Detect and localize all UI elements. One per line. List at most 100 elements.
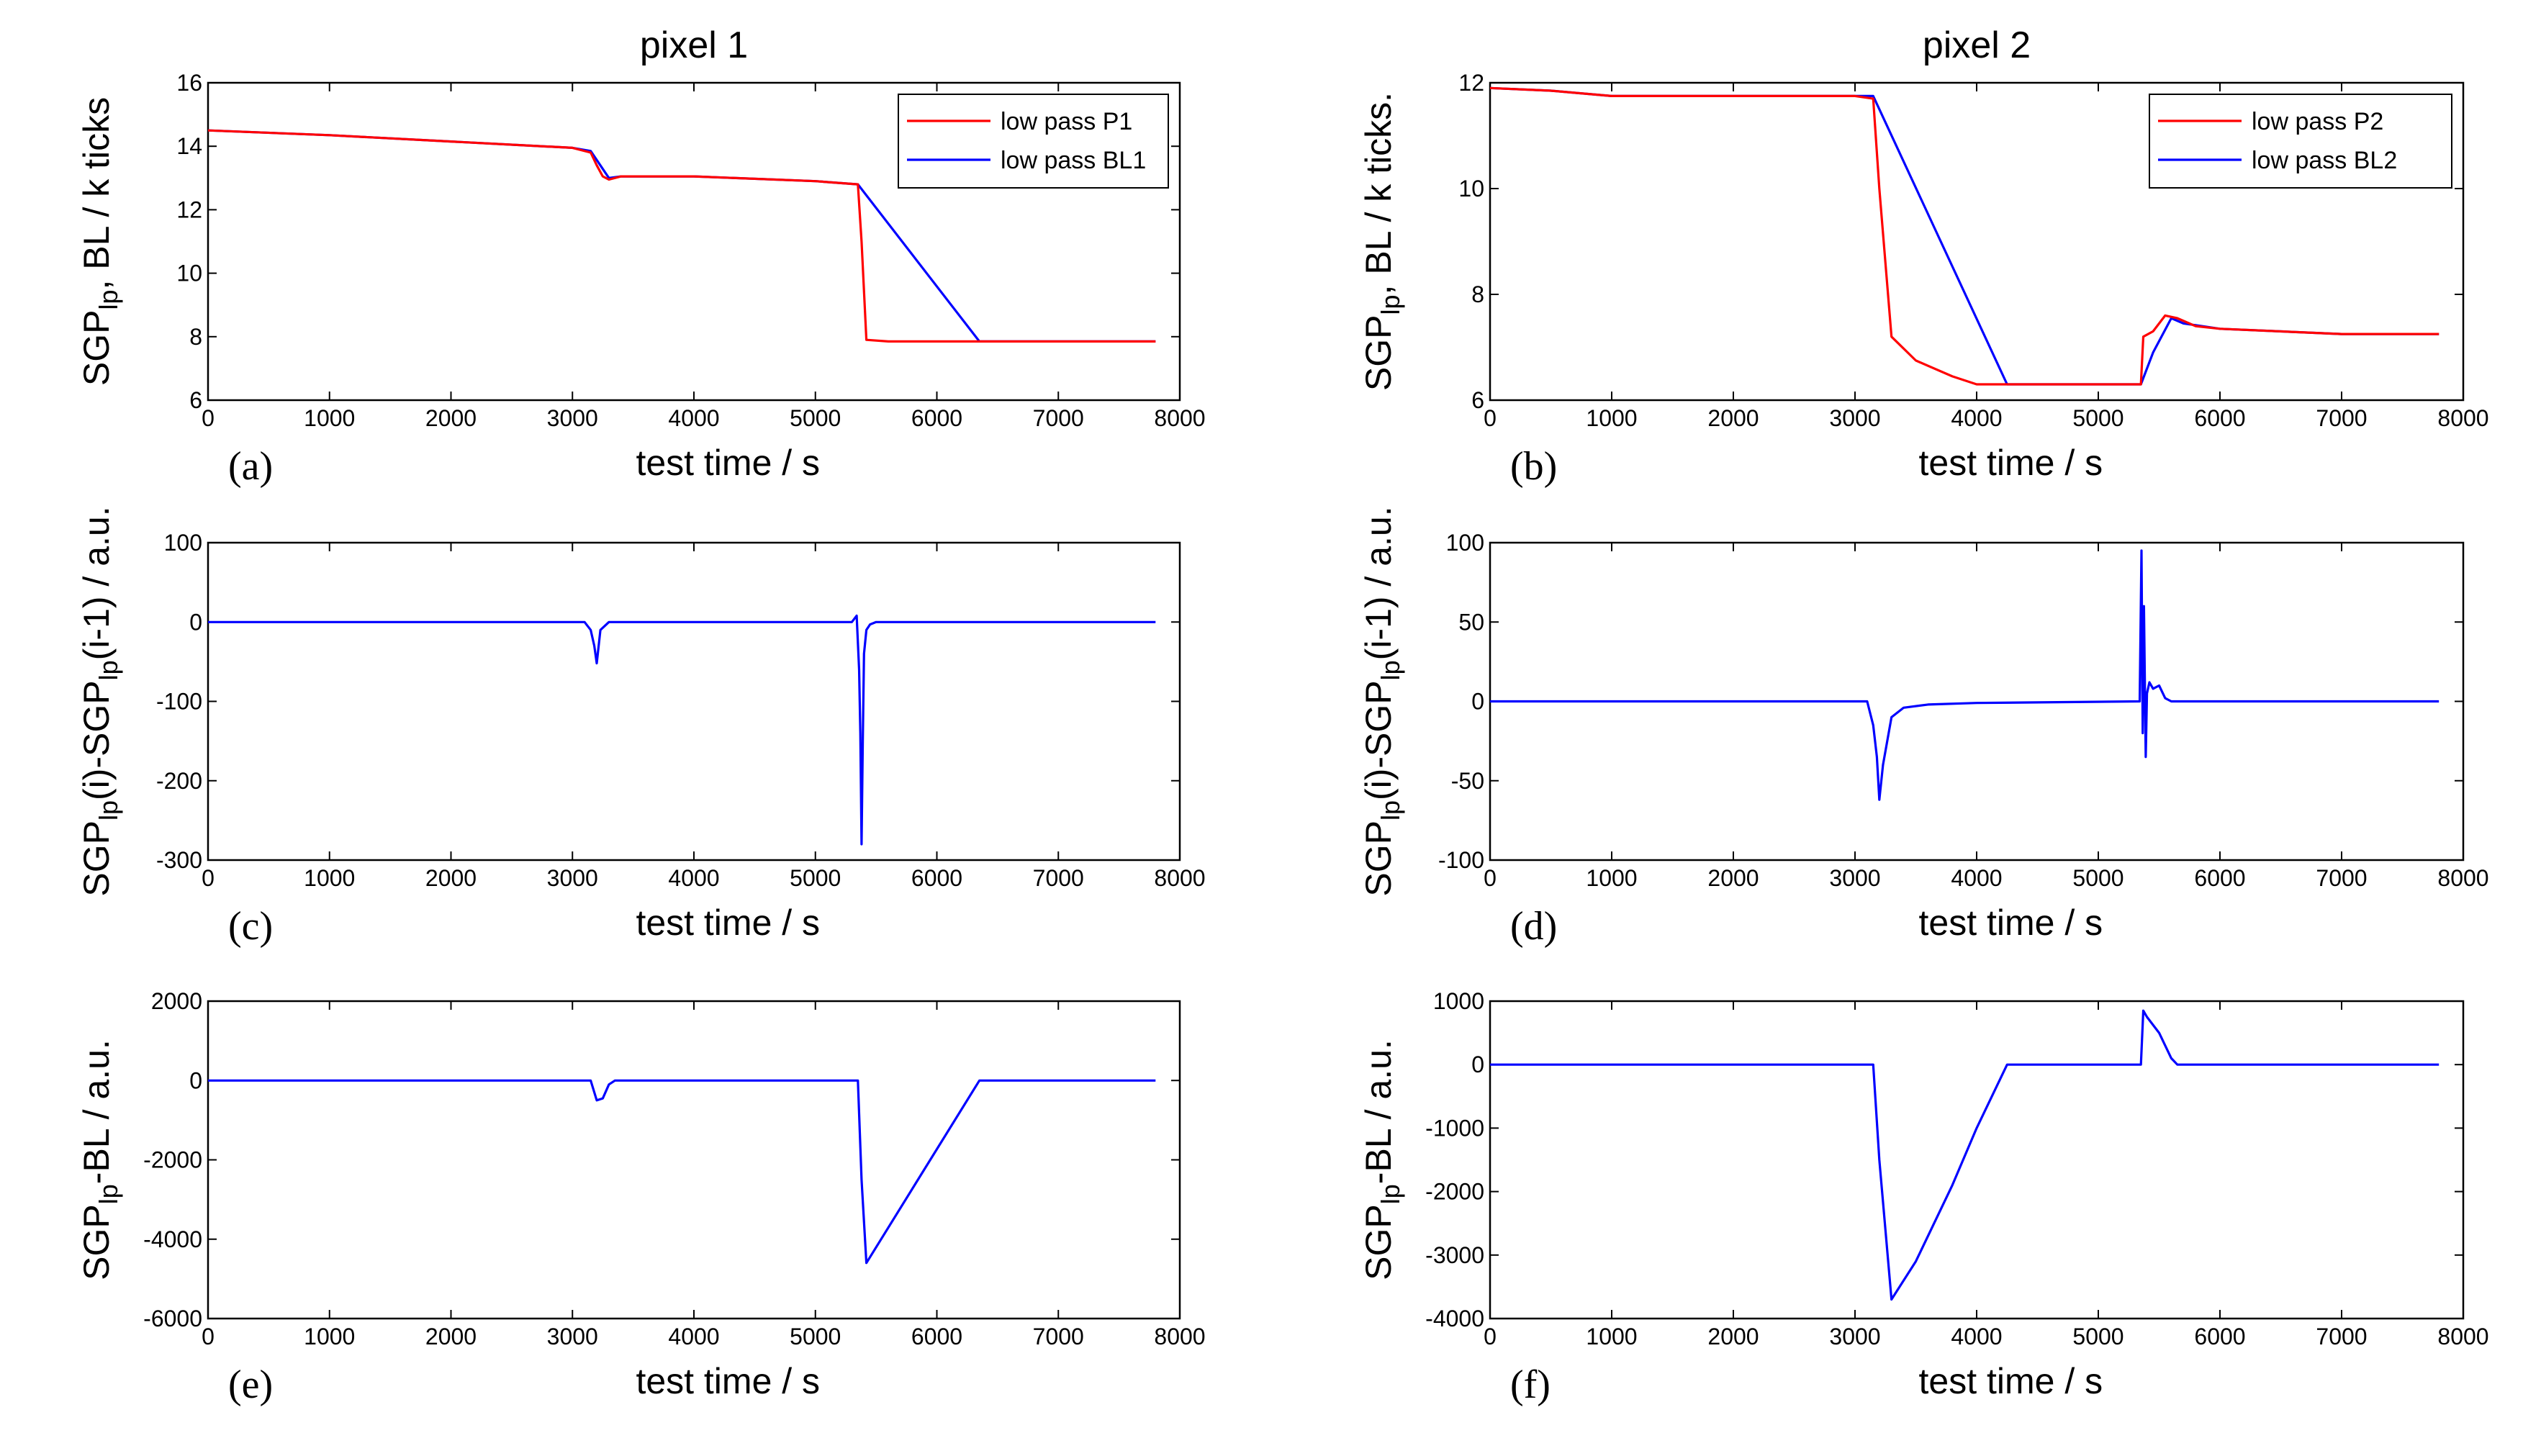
y-axis-title: SGPlp-BL / a.u. (76, 1039, 123, 1280)
y-tick-label: 0 (1471, 1052, 1484, 1077)
x-tick-label: 1000 (1586, 405, 1637, 431)
y-tick-label: 100 (164, 530, 202, 556)
y-tick-label: -2000 (1425, 1179, 1484, 1205)
y-tick-label: 8 (1471, 281, 1484, 307)
x-tick-label: 7000 (2316, 865, 2367, 891)
x-tick-label: 3000 (547, 405, 598, 431)
y-tick-label: -100 (1438, 847, 1484, 873)
x-tick-label: 8000 (1154, 1324, 1205, 1349)
x-tick-label: 6000 (911, 405, 962, 431)
legend-box (2149, 94, 2452, 189)
y-axis-title: SGPlp(i)-SGPlp(i-1) / a.u. (1358, 506, 1405, 896)
x-tick-label: 5000 (2072, 405, 2123, 431)
x-tick-label: 3000 (1829, 865, 1880, 891)
x-tick-label: 4000 (1951, 405, 2002, 431)
x-tick-label: 1000 (304, 1324, 355, 1349)
legend-label-low-pass-bl2: low pass BL2 (2252, 147, 2397, 174)
legend-label-low-pass-p1: low pass P1 (1001, 108, 1132, 135)
x-tick-label: 2000 (1707, 405, 1759, 431)
x-tick-label: 3000 (547, 865, 598, 891)
y-tick-label: 14 (176, 133, 202, 159)
y-tick-label: 0 (189, 609, 202, 635)
panel-f: 0 1000 2000 3000 4000 5000 6000 7000 8000 -4000 -3… (1358, 988, 2489, 1407)
y-tick-label: 8 (189, 324, 202, 350)
legend-label-low-pass-bl1: low pass BL1 (1001, 147, 1146, 174)
x-tick-label: 2000 (425, 865, 477, 891)
x-tick-label: 4000 (668, 1324, 719, 1349)
x-tick-label: 6000 (2194, 1324, 2245, 1349)
x-tick-label: 6000 (2194, 405, 2245, 431)
x-tick-label: 4000 (668, 405, 719, 431)
series-line-low-pass-p2 (1490, 86, 2439, 386)
x-tick-label: 0 (1484, 1324, 1497, 1349)
x-tick-label: 8000 (2437, 405, 2488, 431)
x-tick-label: 7000 (1033, 405, 1084, 431)
y-tick-label: -4000 (1425, 1306, 1484, 1331)
x-tick-label: 6000 (911, 865, 962, 891)
panel-label-e: (e) (228, 1362, 273, 1407)
panel-label-d: (d) (1510, 904, 1557, 949)
x-tick-label: 5000 (790, 865, 841, 891)
panel-d: 0 1000 2000 3000 4000 5000 6000 7000 8000-100-50… (1358, 506, 2489, 949)
x-axis-title: test time / s (636, 903, 820, 943)
x-tick-label: 5000 (2072, 865, 2123, 891)
y-tick-label: 16 (176, 70, 202, 96)
y-tick-label: -50 (1451, 768, 1484, 794)
y-tick-label: 10 (176, 261, 202, 286)
x-tick-label: 1000 (304, 405, 355, 431)
y-tick-label: -6000 (143, 1306, 202, 1331)
y-tick-label: 0 (1471, 689, 1484, 715)
y-tick-label: -1000 (1425, 1115, 1484, 1141)
x-tick-label: 8000 (1154, 865, 1205, 891)
x-tick-label: 0 (1484, 865, 1497, 891)
x-tick-label: 3000 (1829, 1324, 1880, 1349)
panel-label-f: (f) (1510, 1362, 1551, 1407)
y-tick-label: -3000 (1425, 1242, 1484, 1268)
y-tick-label: 6 (189, 387, 202, 413)
y-tick-label: 50 (1458, 609, 1484, 635)
legend: low pass P2 low pass BL2 (2149, 94, 2452, 189)
y-tick-label: -200 (156, 768, 202, 794)
x-tick-label: 7000 (1033, 1324, 1084, 1349)
x-tick-label: 0 (202, 405, 215, 431)
x-tick-label: 5000 (790, 1324, 841, 1349)
series-line-diff-p2 (1490, 549, 2439, 801)
x-tick-label: 2000 (1707, 865, 1759, 891)
x-tick-label: 7000 (2316, 1324, 2367, 1349)
panel-a: 0 1000 2000 3000 4000 5000 6000 7000 8000 6 8 10 12 1… (76, 70, 1206, 489)
x-tick-label: 8000 (2437, 1324, 2488, 1349)
x-tick-label: 4000 (1951, 1324, 2002, 1349)
y-tick-label: 6 (1471, 387, 1484, 413)
x-tick-label: 3000 (547, 1324, 598, 1349)
legend-box (898, 94, 1169, 189)
x-tick-label: 8000 (1154, 405, 1205, 431)
series-line-low-pass-p1 (208, 129, 1156, 343)
x-tick-label: 8000 (2437, 865, 2488, 891)
y-tick-label: 100 (1446, 530, 1484, 556)
panel-label-c: (c) (228, 904, 273, 949)
y-tick-label: -2000 (143, 1147, 202, 1173)
panel-e: 0 1000 2000 3000 4000 5000 6000 7000 8000 -6000 -4… (76, 988, 1206, 1407)
y-axis-title: SGPlp, BL / k ticks. (1358, 92, 1405, 391)
x-tick-label: 2000 (425, 1324, 477, 1349)
y-tick-label: -300 (156, 847, 202, 873)
y-tick-label: 10 (1458, 176, 1484, 202)
y-tick-label: 12 (176, 196, 202, 222)
x-tick-label: 3000 (1829, 405, 1880, 431)
panel-b: 0 1000 2000 3000 4000 5000 6000 7000 8000 6 8 10 12 t… (1358, 70, 2489, 489)
x-axis-title: test time / s (1919, 903, 2103, 943)
x-tick-label: 2000 (1707, 1324, 1759, 1349)
x-tick-label: 7000 (2316, 405, 2367, 431)
x-tick-label: 5000 (2072, 1324, 2123, 1349)
series-line-p1-bl1 (208, 1079, 1156, 1265)
x-tick-label: 7000 (1033, 865, 1084, 891)
panel-label-a: (a) (228, 444, 273, 489)
axes-box (1489, 1000, 2465, 1320)
x-tick-label: 0 (202, 1324, 215, 1349)
x-tick-label: 0 (1484, 405, 1497, 431)
y-tick-label: -4000 (143, 1226, 202, 1252)
x-axis-title: test time / s (636, 1361, 820, 1401)
x-axis-title: test time / s (1919, 443, 2103, 483)
y-tick-label: 2000 (151, 988, 202, 1014)
